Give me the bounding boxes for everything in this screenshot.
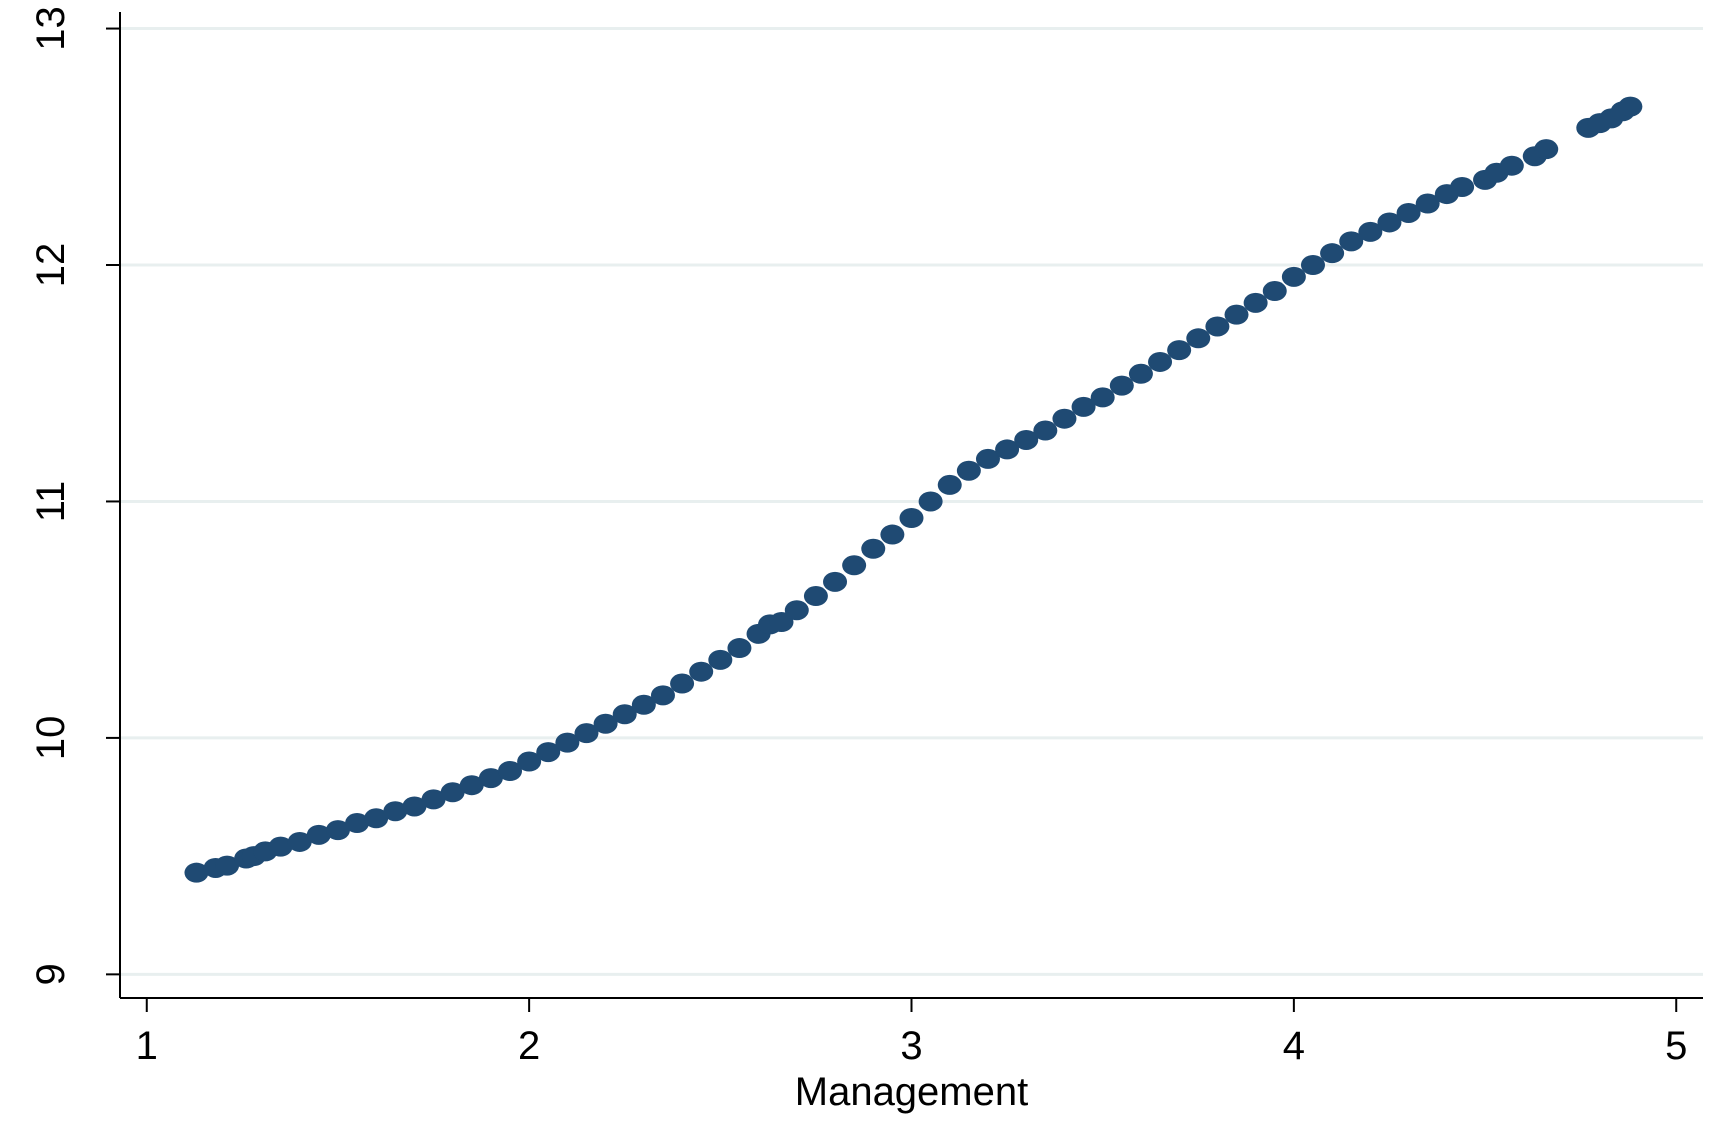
data-point — [670, 673, 695, 694]
data-point — [1014, 429, 1039, 450]
x-tick-label-2: 2 — [518, 1024, 540, 1068]
y-tick-label-13: 13 — [29, 6, 73, 51]
data-point — [899, 508, 924, 529]
data-point — [1033, 420, 1058, 441]
data-point — [880, 524, 905, 545]
data-point — [708, 649, 733, 670]
data-point — [1300, 255, 1325, 276]
data-point — [1377, 212, 1402, 233]
data-point — [306, 824, 331, 845]
data-point — [1499, 155, 1524, 176]
data-point — [1167, 340, 1192, 361]
data-point — [803, 586, 828, 607]
data-point — [612, 704, 637, 725]
data-point — [1262, 281, 1287, 302]
x-tick-label-3: 3 — [900, 1024, 922, 1068]
data-point — [1281, 266, 1306, 287]
data-point — [421, 789, 446, 810]
data-point — [440, 782, 465, 803]
data-point — [287, 831, 312, 852]
gridlines — [120, 27, 1703, 976]
axes — [106, 12, 1703, 1012]
data-point — [1224, 304, 1249, 325]
data-point — [478, 768, 503, 789]
data-point — [459, 775, 484, 796]
data-point — [918, 491, 943, 512]
data-point — [215, 855, 240, 876]
data-point — [631, 694, 656, 715]
data-point — [1358, 221, 1383, 242]
data-point — [689, 661, 714, 682]
data-point — [184, 862, 209, 883]
data-point — [1396, 202, 1421, 223]
data-point — [975, 448, 1000, 469]
data-point — [345, 813, 370, 834]
x-tick-label-4: 4 — [1283, 1024, 1305, 1068]
data-point — [1339, 231, 1364, 252]
data-point — [517, 751, 542, 772]
y-tick-label-11: 11 — [29, 481, 73, 523]
data-point — [402, 796, 427, 817]
data-point — [383, 801, 408, 822]
data-point — [823, 571, 848, 592]
data-point — [1205, 316, 1230, 337]
data-points — [184, 96, 1643, 883]
y-tick-label-10: 10 — [29, 716, 73, 761]
data-point — [1243, 292, 1268, 313]
x-tick-label-5: 5 — [1665, 1024, 1687, 1068]
data-point — [1320, 243, 1345, 264]
data-point — [268, 836, 293, 857]
data-point — [650, 685, 675, 706]
data-point — [1534, 139, 1559, 160]
data-point — [325, 820, 350, 841]
data-point — [995, 439, 1020, 460]
data-point — [956, 460, 981, 481]
data-point — [1109, 375, 1134, 396]
data-point — [784, 600, 809, 621]
data-point — [555, 732, 580, 753]
data-point — [769, 612, 794, 633]
data-point — [364, 808, 389, 829]
data-point — [842, 555, 867, 576]
data-point — [498, 761, 523, 782]
data-point — [536, 742, 561, 763]
data-point — [1415, 193, 1440, 214]
x-axis-title: Management — [795, 1070, 1028, 1114]
data-point — [1052, 408, 1077, 429]
data-point — [1090, 387, 1115, 408]
data-point — [861, 538, 886, 559]
data-point — [593, 713, 618, 734]
data-point — [727, 638, 752, 659]
data-point — [1148, 351, 1173, 372]
data-point — [1128, 363, 1153, 384]
x-tick-label-1: 1 — [136, 1024, 158, 1068]
data-point — [574, 723, 599, 744]
data-point — [1071, 396, 1096, 417]
data-point — [1186, 328, 1211, 349]
data-point — [1450, 176, 1475, 197]
data-point — [1618, 96, 1643, 117]
y-tick-label-9: 9 — [29, 963, 73, 985]
y-tick-label-12: 12 — [29, 243, 73, 288]
data-point — [937, 474, 962, 495]
